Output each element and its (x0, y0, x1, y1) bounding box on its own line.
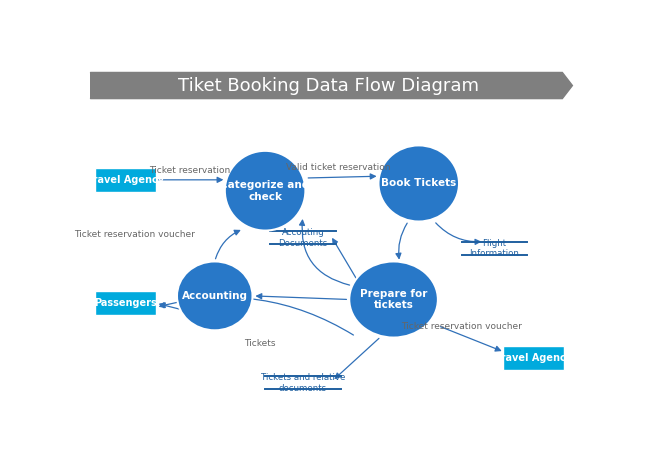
Ellipse shape (349, 261, 438, 338)
Text: Ticket reservation voucher: Ticket reservation voucher (401, 322, 522, 331)
Text: Ticket reservation: Ticket reservation (149, 166, 230, 175)
FancyBboxPatch shape (95, 291, 156, 315)
Text: Valid ticket reservation: Valid ticket reservation (286, 162, 391, 171)
Text: Travel Agency: Travel Agency (86, 175, 164, 185)
Ellipse shape (225, 151, 306, 231)
FancyBboxPatch shape (95, 168, 156, 192)
Text: Accouting
Documents: Accouting Documents (278, 228, 328, 248)
Ellipse shape (378, 146, 459, 221)
Text: Tiket Booking Data Flow Diagram: Tiket Booking Data Flow Diagram (177, 76, 478, 95)
Polygon shape (90, 73, 573, 98)
Text: Tickets: Tickets (244, 339, 276, 348)
Text: Travel Agency: Travel Agency (495, 352, 572, 363)
Text: Categorize and
check: Categorize and check (220, 180, 310, 202)
Ellipse shape (177, 261, 252, 330)
FancyBboxPatch shape (503, 346, 564, 370)
Text: Book Tickets: Book Tickets (381, 179, 456, 188)
Text: Passengers: Passengers (94, 298, 157, 308)
Text: Prepare for
tickets: Prepare for tickets (360, 289, 427, 310)
Text: Tickets and relative
documents: Tickets and relative documents (261, 373, 345, 393)
Text: Flight
Information: Flight Information (469, 239, 519, 259)
Text: Ticket reservation voucher: Ticket reservation voucher (73, 230, 194, 239)
FancyBboxPatch shape (90, 73, 562, 98)
Text: Accounting: Accounting (182, 291, 248, 301)
